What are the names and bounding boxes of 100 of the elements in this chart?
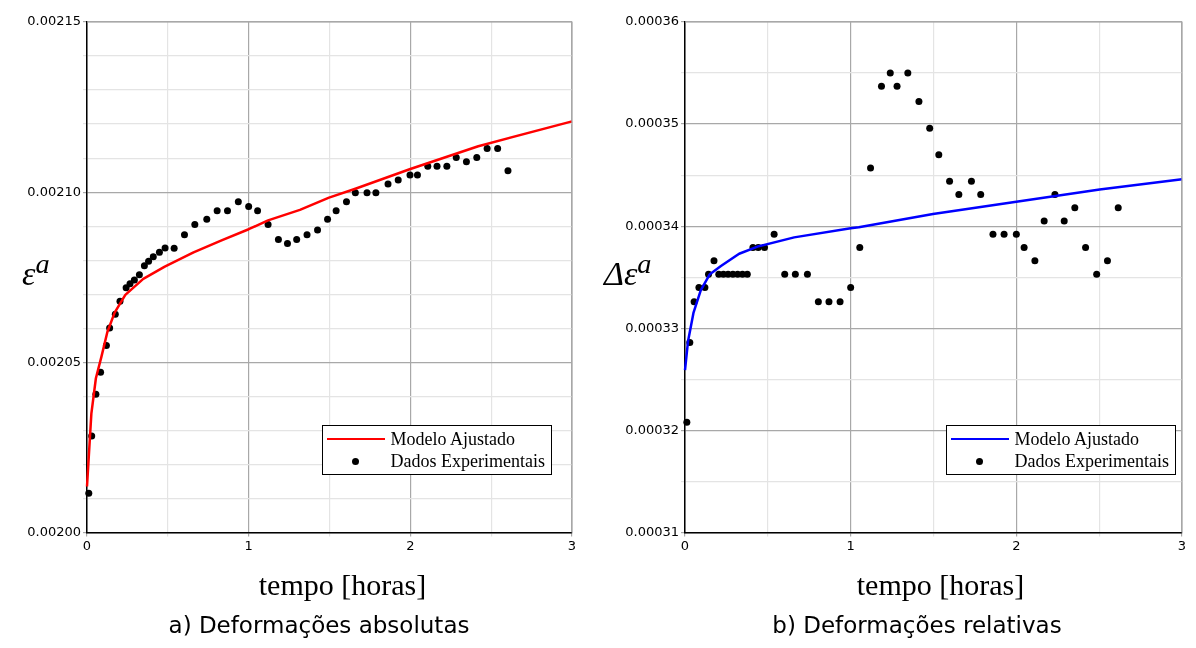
point [946, 177, 954, 185]
legend-label: Modelo Ajustado [1014, 428, 1140, 450]
point [1071, 204, 1079, 212]
point [372, 189, 380, 197]
point [1093, 270, 1101, 278]
x-tick-label: 2 [406, 537, 415, 553]
point [342, 198, 350, 206]
legend-label: Dados Experimentais [390, 450, 545, 472]
point [443, 162, 451, 170]
y-tick-label: 0.00035 [625, 115, 679, 131]
point [384, 180, 392, 188]
point [814, 298, 822, 306]
y-tick-label: 0.00210 [27, 183, 81, 199]
point [130, 276, 138, 284]
point [303, 231, 311, 239]
point [803, 270, 811, 278]
point [264, 220, 272, 228]
y-tick-label: 0.00032 [625, 421, 679, 437]
point [145, 257, 153, 265]
point [847, 283, 855, 291]
point [293, 235, 301, 243]
point [1031, 257, 1039, 265]
point [283, 240, 291, 248]
point [1040, 217, 1048, 225]
y-tick-label: 0.00205 [27, 353, 81, 369]
y-tick-label: 0.00031 [625, 523, 679, 539]
point [191, 220, 199, 228]
x-tick-label: 1 [846, 537, 855, 553]
y-tick-label: 0.00034 [625, 217, 679, 233]
x-tick-label: 0 [82, 537, 92, 553]
point [363, 189, 371, 197]
text: b) Deformações relativas [771, 612, 1063, 638]
x-axis-title: tempo [horas] [855, 568, 1026, 602]
point [926, 124, 934, 132]
point [967, 177, 975, 185]
x-tick-label: 3 [1177, 537, 1187, 553]
point [1012, 230, 1020, 238]
point [223, 207, 231, 215]
x-tick-label: 1 [244, 537, 253, 553]
point [452, 153, 460, 161]
point [180, 231, 188, 239]
point [332, 207, 340, 215]
point [791, 270, 799, 278]
point [314, 226, 322, 234]
point [886, 69, 894, 77]
point [1103, 257, 1111, 265]
x-tick-label: 0 [680, 537, 690, 553]
point [406, 171, 414, 179]
point [149, 253, 157, 261]
point [234, 198, 242, 206]
point [473, 153, 481, 161]
point [955, 191, 963, 199]
x-axis-title: tempo [horas] [257, 568, 428, 602]
point [710, 257, 718, 265]
point [254, 207, 262, 215]
point [825, 298, 833, 306]
point [140, 262, 148, 270]
point [413, 171, 421, 179]
point [433, 162, 441, 170]
point [85, 489, 93, 497]
text: a) Deformações absolutas [167, 612, 471, 638]
point [1060, 217, 1068, 225]
point [770, 230, 778, 238]
point [977, 191, 985, 199]
point [856, 244, 864, 252]
point [494, 145, 502, 153]
point [867, 164, 875, 172]
point [989, 230, 997, 238]
point [504, 167, 512, 175]
legend-label: Modelo Ajustado [390, 428, 516, 450]
point [904, 69, 912, 77]
point [836, 298, 844, 306]
x-tick-label: 2 [1012, 537, 1021, 553]
point [1082, 244, 1090, 252]
point [462, 158, 470, 166]
point [135, 271, 143, 279]
point [781, 270, 789, 278]
y-axis-title: Δε$^{a}$ [604, 248, 652, 294]
point [743, 270, 751, 278]
point [915, 98, 923, 106]
y-axis-title: ε$^{a}$ [22, 248, 50, 294]
point [877, 82, 885, 90]
legend-label: Dados Experimentais [1014, 450, 1169, 472]
point [203, 215, 211, 223]
y-tick-label: 0.00215 [27, 13, 81, 29]
x-tick-label: 3 [567, 537, 577, 553]
y-tick-label: 0.00200 [27, 523, 81, 539]
point [155, 248, 163, 256]
point [394, 176, 402, 184]
point [483, 145, 491, 153]
point [213, 207, 221, 215]
point [893, 82, 901, 90]
point [324, 215, 332, 223]
point [245, 202, 253, 210]
point [170, 244, 178, 252]
point [274, 235, 282, 243]
y-tick-label: 0.00033 [625, 319, 679, 335]
point [1114, 204, 1122, 212]
point [935, 151, 943, 159]
point [161, 244, 169, 252]
